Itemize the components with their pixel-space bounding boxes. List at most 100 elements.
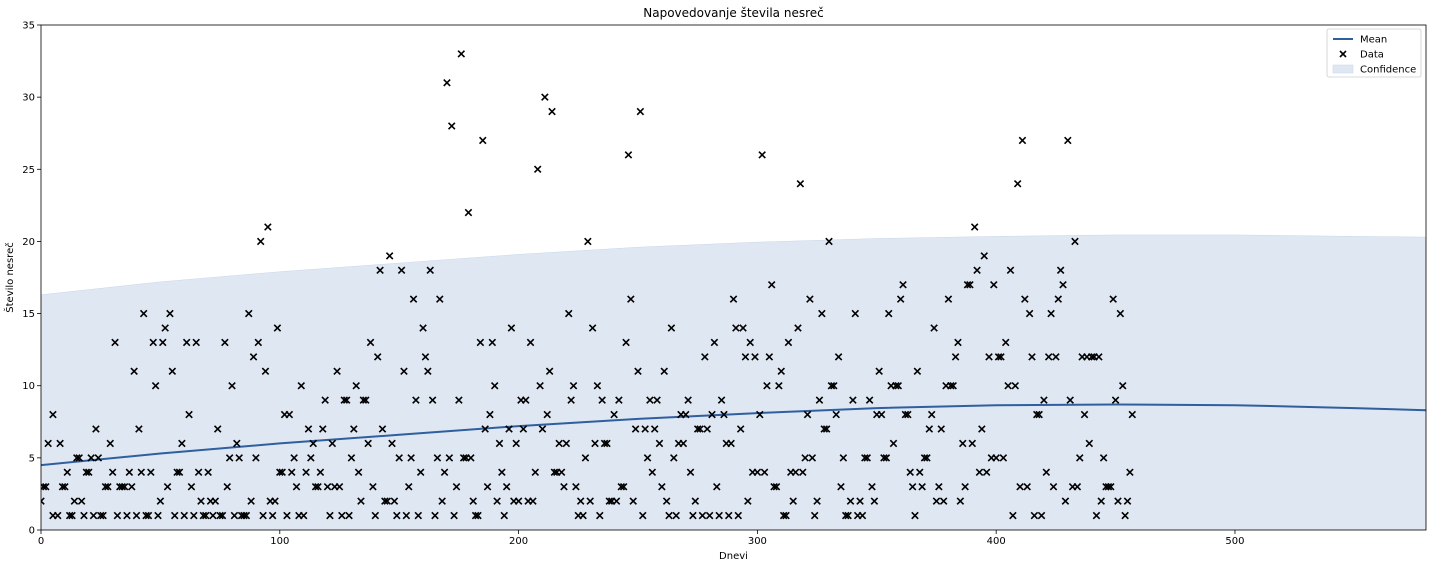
y-tick-label: 20: [22, 237, 35, 248]
data-point: [137, 468, 146, 477]
data-point: [949, 381, 957, 390]
data-point: [710, 338, 719, 347]
data-point: [798, 468, 807, 477]
data-point: [822, 425, 831, 433]
data-point: [197, 497, 205, 505]
data-point: [1104, 482, 1113, 491]
y-tick-label: 0: [29, 526, 35, 537]
data-point: [958, 439, 967, 448]
data-point: [142, 511, 150, 520]
data-point: [1097, 497, 1106, 505]
data-point: [658, 482, 666, 491]
data-point: [899, 280, 907, 289]
data-point: [913, 367, 922, 376]
data-point: [357, 497, 365, 505]
data-point: [708, 410, 716, 419]
data-point: [915, 468, 924, 477]
y-tick-label: 30: [22, 93, 35, 104]
data-point: [225, 454, 234, 462]
data-point: [560, 482, 568, 491]
data-point: [481, 425, 489, 433]
data-point: [531, 468, 540, 477]
data-point: [264, 223, 272, 231]
data-point: [125, 468, 134, 477]
data-point: [935, 482, 943, 491]
data-point: [431, 511, 439, 520]
data-point: [713, 482, 721, 491]
data-point: [56, 439, 64, 448]
data-point: [299, 511, 308, 520]
data-point: [923, 454, 931, 462]
data-point: [1075, 454, 1084, 462]
plot-area: [41, 50, 1426, 530]
data-point: [598, 396, 606, 404]
data-point: [703, 425, 711, 433]
data-point: [182, 338, 191, 347]
data-point: [347, 454, 356, 462]
data-point: [1042, 468, 1051, 477]
data-point: [1001, 338, 1010, 347]
data-point: [41, 497, 45, 505]
confidence-band: [41, 234, 1426, 530]
data-point: [209, 511, 217, 520]
data-point: [345, 511, 353, 520]
data-point: [863, 454, 871, 462]
data-point: [433, 454, 442, 462]
data-point: [1085, 439, 1094, 448]
data-point: [579, 511, 587, 520]
data-point: [1049, 482, 1058, 491]
data-point: [397, 266, 406, 275]
data-point: [1035, 410, 1043, 419]
data-point: [233, 439, 241, 448]
data-point: [271, 497, 279, 505]
data-point: [290, 454, 298, 462]
data-point: [1052, 353, 1060, 361]
data-point: [806, 295, 814, 303]
data-point: [61, 482, 69, 491]
data-point: [483, 482, 492, 491]
data-point: [1047, 309, 1055, 318]
data-point: [474, 511, 482, 520]
data-point: [1033, 410, 1041, 419]
data-point: [908, 482, 917, 491]
data-point: [961, 482, 969, 491]
data-point: [951, 353, 960, 361]
data-point: [178, 439, 186, 448]
data-point: [287, 468, 296, 477]
data-point: [600, 439, 609, 448]
data-point: [555, 439, 563, 448]
data-point: [541, 93, 549, 101]
data-point: [834, 353, 843, 361]
data-point: [746, 338, 754, 347]
data-point: [963, 280, 972, 289]
data-point: [810, 511, 819, 520]
data-point: [970, 223, 979, 231]
data-point: [751, 353, 759, 361]
data-point: [619, 482, 628, 491]
data-point: [1095, 353, 1103, 361]
plot-frame: [40, 24, 1427, 531]
data-point: [803, 410, 812, 419]
data-point: [643, 454, 652, 462]
data-point: [729, 295, 738, 303]
data-point: [631, 425, 640, 433]
data-point: [388, 439, 396, 448]
data-point: [593, 381, 602, 390]
data-point: [894, 381, 903, 390]
data-point: [352, 381, 360, 390]
data-point: [452, 482, 461, 491]
data-point: [316, 468, 325, 477]
data-point: [445, 454, 454, 462]
y-tick-label: 15: [22, 309, 35, 320]
data-point: [94, 454, 103, 462]
data-point: [605, 497, 614, 505]
data-point: [1064, 136, 1072, 145]
data-point: [378, 425, 387, 433]
data-point: [390, 497, 399, 505]
data-point: [801, 454, 809, 462]
data-point: [736, 425, 745, 433]
data-point: [880, 454, 888, 462]
data-point: [44, 439, 52, 448]
data-point: [254, 338, 263, 347]
data-point: [650, 425, 659, 433]
